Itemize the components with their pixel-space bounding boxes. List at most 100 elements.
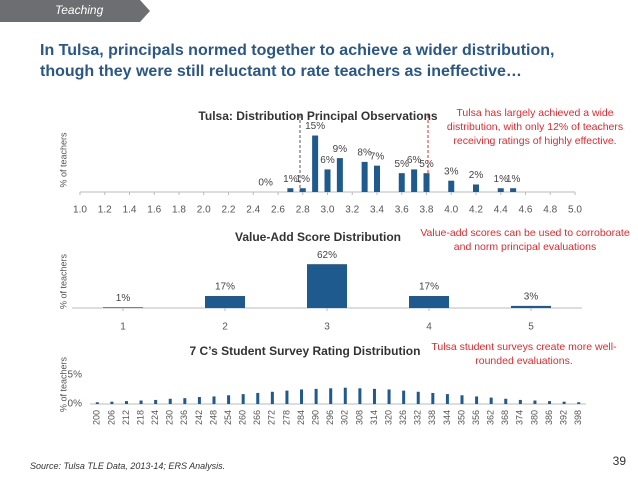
value-label: 2% <box>469 170 484 181</box>
x-tick-label: 398 <box>573 410 583 425</box>
x-tick-label: 4 <box>426 322 432 333</box>
x-tick-label: 308 <box>354 410 364 425</box>
x-tick-label: 284 <box>296 410 306 425</box>
value-label: 7% <box>370 151 385 162</box>
bar <box>448 180 455 192</box>
x-tick-label: 2.8 <box>296 205 310 216</box>
bar <box>504 398 508 404</box>
x-tick-label: 3.2 <box>345 205 359 216</box>
bar <box>307 264 347 308</box>
value-label: 1% <box>494 174 509 185</box>
bar <box>475 396 479 404</box>
value-label: 1% <box>283 174 298 185</box>
bar <box>227 395 231 404</box>
bar <box>183 398 187 404</box>
x-tick-label: 230 <box>165 410 175 425</box>
value-label: 0% <box>258 178 273 189</box>
x-tick-label: 3.4 <box>370 205 384 216</box>
value-label: 9% <box>333 144 348 155</box>
bar <box>387 389 391 404</box>
bar <box>256 392 260 404</box>
bar <box>489 397 493 404</box>
x-tick-label: 200 <box>92 410 102 425</box>
bar <box>329 388 333 404</box>
y-axis-title: % of teachers <box>58 132 68 188</box>
x-tick-label: 266 <box>252 410 262 425</box>
section-label: Teaching <box>55 3 104 17</box>
x-tick-label: 302 <box>340 410 350 425</box>
x-tick-label: 332 <box>413 410 423 425</box>
x-tick-label: 248 <box>208 410 218 425</box>
x-tick-label: 2.0 <box>197 205 211 216</box>
bar <box>402 390 406 404</box>
value-label: 1% <box>506 174 521 185</box>
x-tick-label: 4.0 <box>444 205 458 216</box>
value-label: 62% <box>317 250 337 261</box>
bar <box>336 158 343 192</box>
bar <box>445 394 449 404</box>
x-tick-label: 320 <box>383 410 393 425</box>
bar <box>374 165 380 192</box>
x-tick-label: 392 <box>558 410 568 425</box>
bar <box>473 184 479 192</box>
bar <box>409 295 449 308</box>
bar <box>287 188 294 192</box>
header-band <box>0 0 150 22</box>
chart-title: Value-Add Score Distribution <box>235 230 401 244</box>
x-tick-label: 314 <box>369 410 379 425</box>
x-tick-label: 4.4 <box>494 205 508 216</box>
x-tick-label: 1.2 <box>98 205 112 216</box>
bar <box>300 389 304 404</box>
slide-title: In Tulsa, principals normed together to … <box>40 42 555 80</box>
x-tick-label: 242 <box>194 410 204 425</box>
x-tick-label: 1.4 <box>123 205 137 216</box>
bar <box>205 295 245 308</box>
value-label: 8% <box>357 148 372 159</box>
bar <box>511 305 551 308</box>
y-tick-label: 0% <box>68 399 83 410</box>
x-tick-label: 2.2 <box>222 205 236 216</box>
value-label: 3% <box>444 166 459 177</box>
bar <box>497 188 504 192</box>
bar <box>358 388 362 404</box>
x-tick-label: 344 <box>442 410 452 425</box>
x-tick-label: 206 <box>106 410 116 425</box>
x-tick-label: 260 <box>238 410 248 425</box>
annotation: Value-add scores can be used to corrobor… <box>420 227 630 253</box>
x-tick-label: 326 <box>398 410 408 425</box>
source-text: Tulsa TLE Data, 2013-14; ERS Analysis. <box>63 461 226 471</box>
x-tick-label: 5.0 <box>568 205 582 216</box>
x-tick-label: 254 <box>223 410 233 425</box>
value-label: 6% <box>407 155 422 166</box>
page-number: 39 <box>612 454 626 468</box>
x-tick-label: 362 <box>486 410 496 425</box>
x-tick-label: 224 <box>150 410 160 425</box>
bar <box>343 387 347 404</box>
x-tick-label: 5 <box>528 322 534 333</box>
value-label: 1% <box>116 293 131 304</box>
x-tick-label: 218 <box>135 410 145 425</box>
x-tick-label: 4.8 <box>543 205 557 216</box>
bar <box>241 394 245 404</box>
bar <box>562 401 566 404</box>
y-axis-title: % of teachers <box>58 253 68 309</box>
bar <box>270 391 274 404</box>
x-tick-label: 290 <box>310 410 320 425</box>
x-tick-label: 3.6 <box>395 205 409 216</box>
x-tick-label: 386 <box>544 410 554 425</box>
bar <box>299 188 306 192</box>
bar <box>154 399 158 404</box>
bar <box>285 390 289 404</box>
x-tick-label: 374 <box>515 410 525 425</box>
x-tick-label: 368 <box>500 410 510 425</box>
x-tick-label: 1.6 <box>147 205 161 216</box>
chart-title: Tulsa: Distribution Principal Observatio… <box>198 109 437 123</box>
bar <box>139 400 143 404</box>
bar <box>324 169 331 192</box>
bar <box>431 392 435 404</box>
x-tick-label: 3 <box>324 322 330 333</box>
bar <box>577 402 581 404</box>
value-label: 15% <box>305 121 325 132</box>
bar <box>518 399 522 404</box>
